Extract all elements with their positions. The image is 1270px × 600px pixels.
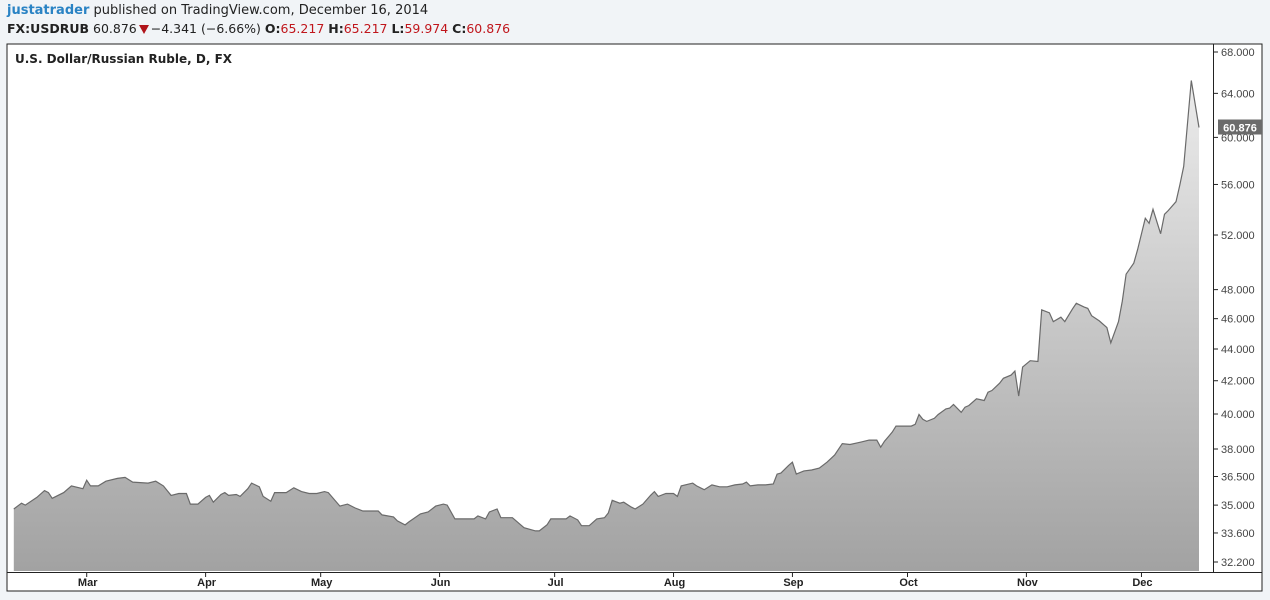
y-tick-label: 44.000: [1221, 344, 1255, 356]
x-tick-label: Mar: [78, 577, 98, 589]
y-tick-label: 52.000: [1221, 230, 1255, 242]
symbol: FX:USDRUB: [7, 21, 90, 36]
y-tick-label: 64.000: [1221, 88, 1255, 100]
time-axis[interactable]: Mar Apr May Jun Jul Aug Sep Oct Nov Dec: [78, 572, 1153, 589]
last-price-marker: 60.876: [1218, 119, 1262, 135]
y-tick-label: 40.000: [1221, 409, 1255, 421]
chart-title: U.S. Dollar/Russian Ruble, D, FX: [15, 52, 233, 66]
close-value: 60.876: [466, 21, 511, 36]
x-tick-label: Jun: [431, 577, 451, 589]
x-tick-label: Sep: [783, 577, 803, 589]
price-axis[interactable]: 68.000 64.000 60.000 56.000 52.000 48.000 46.0…: [1213, 47, 1255, 569]
y-tick-label: 48.000: [1221, 285, 1255, 297]
price-area-fill: [13, 80, 1199, 571]
open-value: 65.217: [280, 21, 325, 36]
x-tick-label: Dec: [1132, 577, 1152, 589]
low-value: 59.974: [404, 21, 449, 36]
published-text: published on TradingView.com, December 1…: [93, 3, 429, 18]
x-tick-label: Apr: [197, 577, 217, 589]
y-tick-label: 60.000: [1221, 132, 1255, 144]
y-tick-label: 46.000: [1221, 314, 1255, 326]
down-triangle-icon: [138, 25, 149, 34]
y-tick-label: 36.500: [1221, 471, 1255, 483]
close-label: C:: [452, 21, 467, 36]
y-tick-label: 42.000: [1221, 376, 1255, 388]
y-tick-label: 32.200: [1221, 557, 1255, 569]
y-tick-label: 33.600: [1221, 528, 1255, 540]
x-tick-label: Jul: [548, 577, 564, 589]
last-price: 60.876: [93, 21, 137, 36]
y-tick-label: 56.000: [1221, 179, 1255, 191]
last-price-label: 60.876: [1223, 123, 1257, 135]
x-tick-label: Aug: [664, 577, 685, 589]
high-label: H:: [328, 21, 344, 36]
y-tick-label: 38.000: [1221, 444, 1255, 456]
price-change: −4.341 (−6.66%): [150, 21, 261, 36]
open-label: O:: [264, 21, 281, 36]
low-label: L:: [391, 21, 405, 36]
x-tick-label: May: [311, 577, 333, 589]
y-tick-label: 35.000: [1221, 500, 1255, 512]
price-line: [13, 80, 1200, 532]
author-link[interactable]: justatrader: [7, 3, 90, 18]
y-tick-label: 68.000: [1221, 47, 1255, 59]
x-tick-label: Nov: [1017, 577, 1039, 589]
high-value: 65.217: [343, 21, 388, 36]
x-tick-label: Oct: [899, 577, 918, 589]
quote-line: FX:USDRUB 60.876 −4.341 (−6.66%) O:65.217…: [7, 21, 510, 36]
publish-line: justatrader published on TradingView.com…: [7, 3, 428, 18]
